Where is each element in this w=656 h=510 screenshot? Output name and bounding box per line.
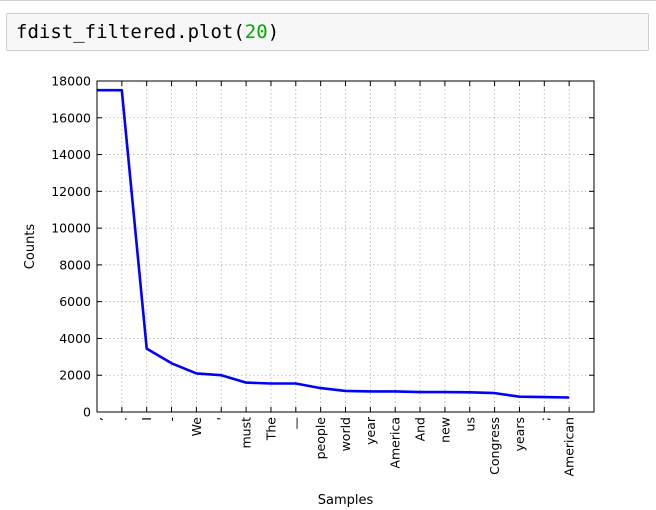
y-tick-label: 14000	[51, 147, 91, 162]
x-tick-label: us	[462, 417, 477, 431]
x-tick-label: Congress	[487, 417, 502, 475]
x-tick-label: American	[562, 417, 577, 477]
y-tick-label: 8000	[59, 257, 91, 272]
x-tick-label: America	[388, 417, 403, 469]
cell-separator	[0, 0, 656, 1]
x-tick-label: We	[189, 417, 204, 437]
y-tick-label: 12000	[51, 184, 91, 199]
x-tick-label: And	[413, 417, 428, 441]
x-tick-label: '	[214, 417, 229, 420]
y-tick-label: 10000	[51, 221, 91, 236]
x-tick-label: ;	[537, 417, 552, 421]
x-tick-label: must	[239, 417, 254, 449]
x-tick-label: ,	[90, 417, 105, 421]
x-tick-label: years	[512, 417, 527, 451]
x-tick-label: —	[288, 417, 303, 430]
y-tick-label: 16000	[51, 110, 91, 125]
code-close-paren: )	[267, 21, 280, 43]
x-tick-label: -	[164, 417, 179, 422]
y-tick-label: 18000	[51, 74, 91, 89]
code-cell[interactable]: fdist_filtered.plot(20)	[6, 13, 649, 51]
y-axis-label: Counts	[23, 224, 38, 270]
x-axis-label: Samples	[318, 493, 374, 508]
code-input[interactable]: fdist_filtered.plot(20)	[16, 19, 279, 45]
y-tick-label: 6000	[59, 294, 91, 309]
x-tick-label: The	[263, 417, 278, 442]
x-tick-label: new	[437, 417, 452, 443]
x-tick-label: I	[139, 417, 154, 421]
x-tick-label: year	[363, 416, 378, 445]
y-tick-label: 0	[83, 405, 91, 420]
x-tick-label: people	[313, 417, 328, 460]
y-tick-label: 4000	[59, 331, 91, 346]
code-argument: 20	[244, 21, 268, 43]
series-line	[97, 88, 570, 399]
plot-frame	[96, 80, 595, 413]
code-open-paren: (	[233, 21, 245, 43]
x-tick-label: .	[114, 417, 129, 421]
x-tick-label: world	[338, 417, 353, 451]
y-tick-label: 2000	[59, 368, 91, 383]
code-function: fdist_filtered.plot	[16, 21, 234, 43]
